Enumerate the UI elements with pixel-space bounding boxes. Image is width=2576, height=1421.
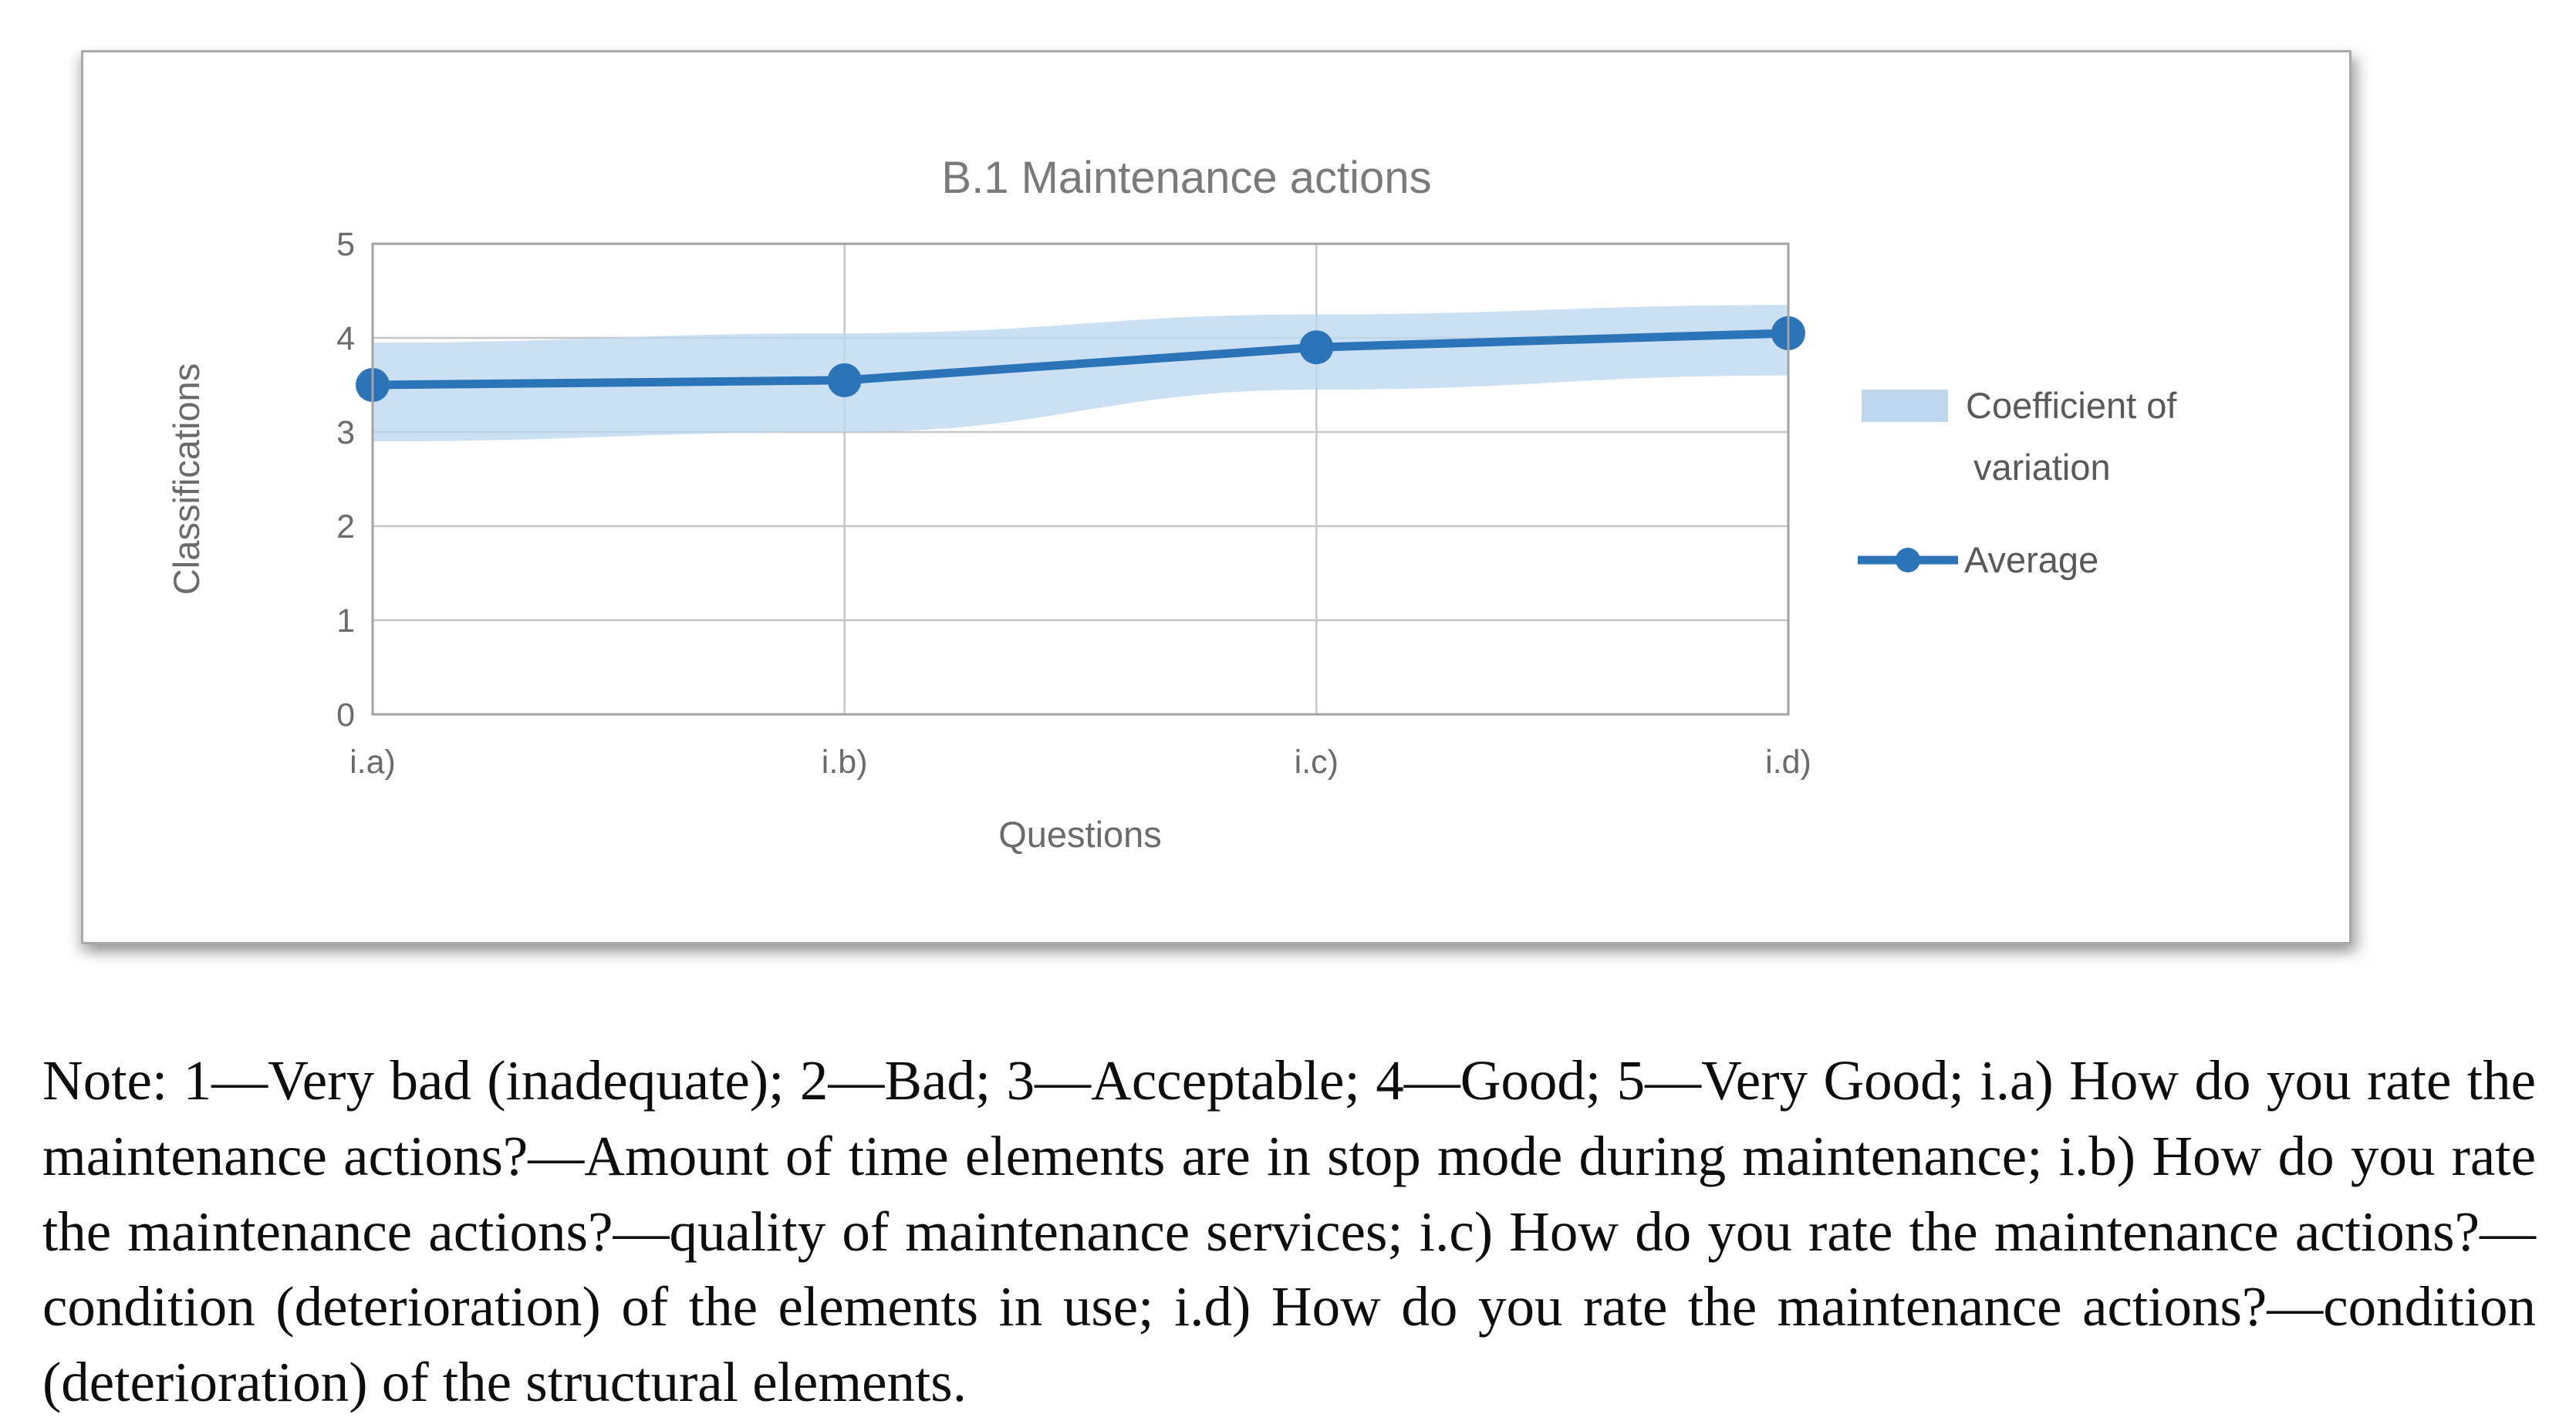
figure-note: Note: 1—Very bad (inadequate); 2—Bad; 3—…: [42, 1049, 2536, 1414]
y-tick-label: 3: [336, 414, 355, 451]
y-axis-title: Classifications: [166, 363, 207, 595]
legend-cov-label-line2: variation: [1973, 447, 2111, 488]
legend-cov-swatch: [1862, 390, 1948, 422]
y-axis-tick-labels: 0 1 2 3 4 5: [336, 226, 355, 734]
legend-cov-label-line1: Coefficient of: [1966, 385, 2177, 426]
x-axis-tick-labels: i.a) i.b) i.c) i.d): [349, 744, 1811, 781]
average-data-point: [1299, 330, 1334, 365]
y-tick-label: 2: [336, 508, 355, 545]
legend-average-marker: [1896, 548, 1920, 572]
y-tick-label: 4: [336, 320, 355, 357]
average-line: [368, 329, 1793, 390]
legend-average-label: Average: [1964, 539, 2098, 580]
legend: Coefficient of variation Average: [1858, 385, 2177, 580]
plot-border: [371, 242, 1790, 716]
cov-band-area: [373, 305, 1788, 442]
y-tick-label: 5: [336, 226, 355, 263]
x-tick-label: i.a): [349, 744, 396, 781]
x-tick-label: i.d): [1765, 744, 1811, 781]
y-tick-label: 0: [336, 697, 355, 734]
y-tick-label: 1: [336, 602, 355, 640]
x-tick-label: i.c): [1295, 744, 1339, 781]
average-markers: [356, 316, 1805, 402]
average-data-point: [827, 363, 862, 397]
x-tick-label: i.b): [822, 744, 868, 781]
x-axis-title: Questions: [998, 814, 1162, 855]
chart-title: B.1 Maintenance actions: [941, 153, 1431, 203]
